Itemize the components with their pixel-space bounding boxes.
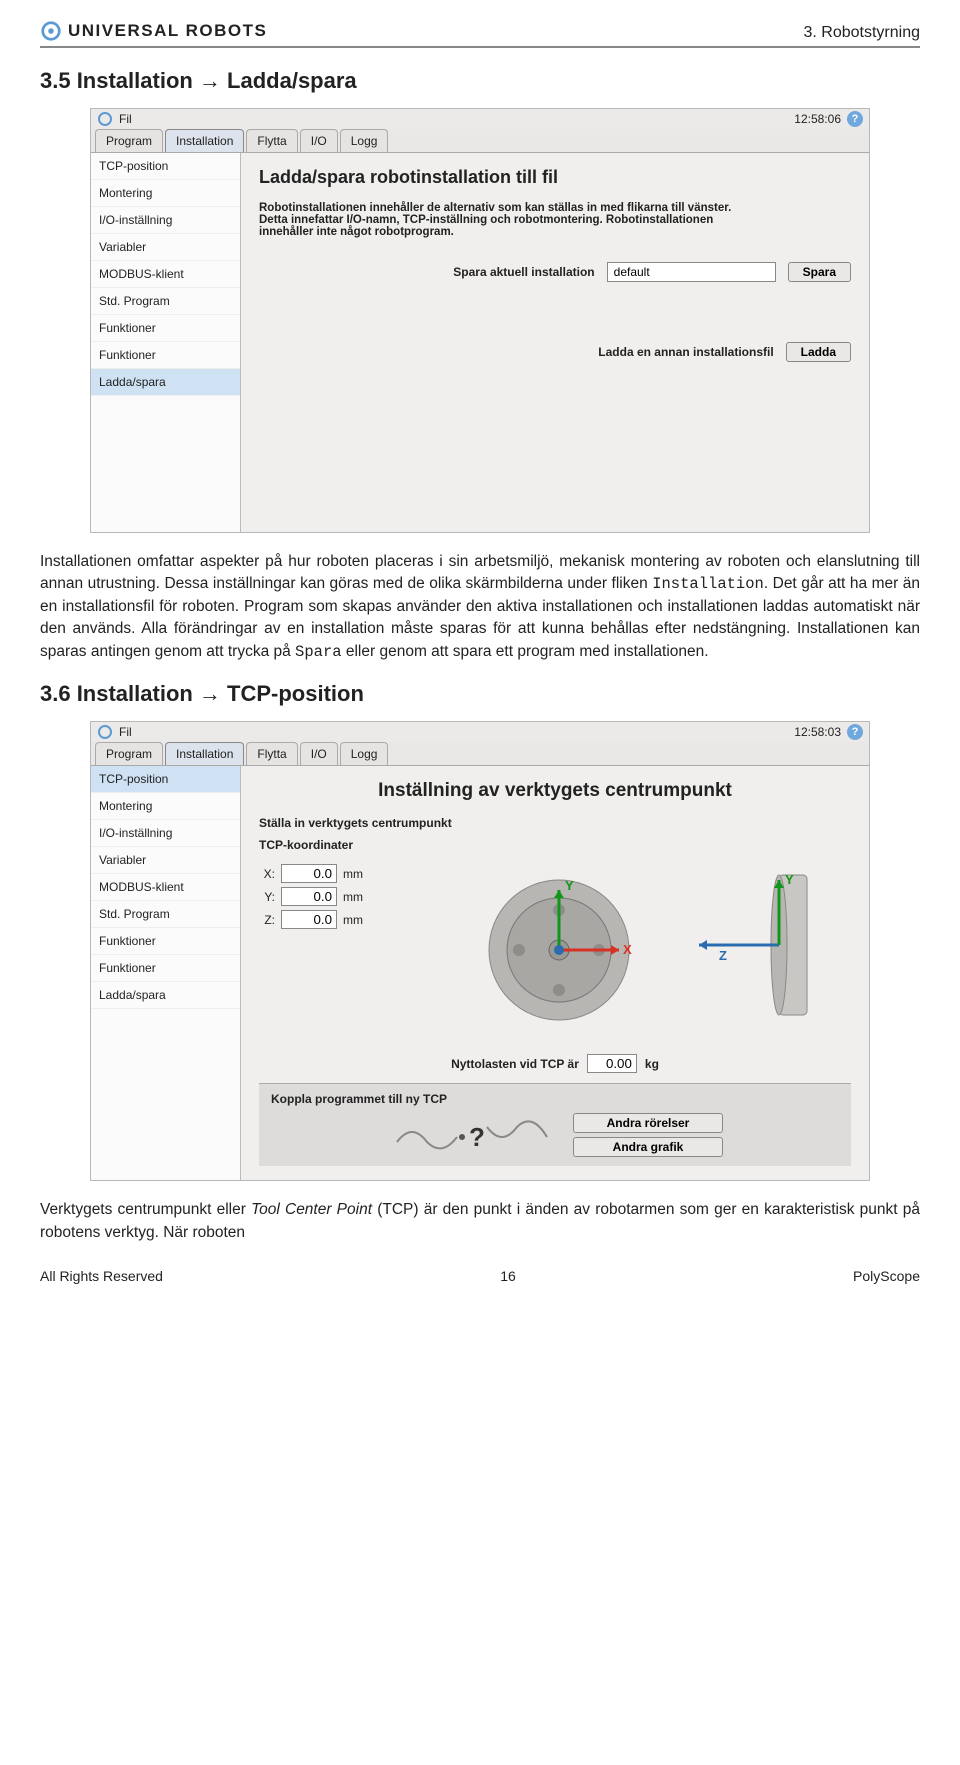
coord-z: Z:mm bbox=[259, 910, 419, 929]
tcp-diagram: X Y Z Y bbox=[437, 860, 851, 1030]
tab-logg[interactable]: Logg bbox=[340, 129, 389, 152]
menu-fil[interactable]: Fil bbox=[119, 725, 132, 739]
couple-title: Koppla programmet till ny TCP bbox=[271, 1092, 839, 1106]
svg-text:Z: Z bbox=[719, 948, 727, 963]
tab-i/o[interactable]: I/O bbox=[300, 129, 338, 152]
tab-flytta[interactable]: Flytta bbox=[246, 742, 297, 765]
svg-text:?: ? bbox=[469, 1122, 485, 1152]
payload-input[interactable] bbox=[587, 1054, 637, 1073]
load-button[interactable]: Ladda bbox=[786, 342, 851, 362]
ur-small-icon bbox=[97, 724, 113, 740]
flange-side-icon: Z Y bbox=[679, 860, 819, 1030]
logo-text: UNIVERSAL ROBOTS bbox=[68, 21, 267, 41]
sidebar-item[interactable]: Funktioner bbox=[91, 342, 240, 369]
payload-unit: kg bbox=[645, 1057, 659, 1071]
other-graphics-button[interactable]: Andra grafik bbox=[573, 1137, 723, 1157]
payload-label: Nyttolasten vid TCP är bbox=[451, 1057, 579, 1071]
sidebar-item[interactable]: I/O-inställning bbox=[91, 207, 240, 234]
help-icon[interactable]: ? bbox=[847, 111, 863, 127]
logo: UNIVERSAL ROBOTS bbox=[40, 20, 267, 42]
screenshot-tcp: Fil 12:58:03 ? ProgramInstallationFlytta… bbox=[90, 721, 870, 1181]
sidebar-item[interactable]: I/O-inställning bbox=[91, 820, 240, 847]
flange-front-icon: X Y bbox=[469, 860, 649, 1030]
sidebar-item[interactable]: Ladda/spara bbox=[91, 369, 240, 396]
shot-menu-bar: Fil 12:58:06 ? bbox=[91, 109, 869, 129]
sidebar-item[interactable]: TCP-position bbox=[91, 153, 240, 180]
save-button[interactable]: Spara bbox=[788, 262, 851, 282]
svg-text:X: X bbox=[623, 942, 632, 957]
body-para-1: Installationen omfattar aspekter på hur … bbox=[40, 551, 920, 663]
tcp-remap-icon: ? bbox=[387, 1112, 557, 1158]
tab-installation[interactable]: Installation bbox=[165, 129, 244, 152]
z-input[interactable] bbox=[281, 910, 337, 929]
chapter-title: 3. Robotstyrning bbox=[803, 24, 920, 42]
panel-title: Ladda/spara robotinstallation till fil bbox=[259, 167, 851, 188]
panel-desc: Robotinstallationen innehåller de altern… bbox=[259, 202, 759, 238]
screenshot-ladda-spara: Fil 12:58:06 ? ProgramInstallationFlytta… bbox=[90, 108, 870, 533]
sidebar-item[interactable]: Funktioner bbox=[91, 315, 240, 342]
sidebar-item[interactable]: Funktioner bbox=[91, 928, 240, 955]
svg-text:Y: Y bbox=[565, 878, 574, 893]
page-header: UNIVERSAL ROBOTS 3. Robotstyrning bbox=[40, 20, 920, 48]
shot-menu-bar: Fil 12:58:03 ? bbox=[91, 722, 869, 742]
sidebar-item[interactable]: Funktioner bbox=[91, 955, 240, 982]
tab-bar: ProgramInstallationFlyttaI/OLogg bbox=[91, 129, 869, 152]
sidebar-item[interactable]: Montering bbox=[91, 793, 240, 820]
page-footer: All Rights Reserved 16 PolyScope bbox=[40, 1268, 920, 1284]
svg-text:Y: Y bbox=[785, 872, 794, 887]
sidebar-item[interactable]: Ladda/spara bbox=[91, 982, 240, 1009]
save-name-input[interactable] bbox=[607, 262, 776, 282]
tab-program[interactable]: Program bbox=[95, 129, 163, 152]
sub1: Ställa in verktygets centrumpunkt bbox=[259, 816, 851, 830]
panel-title: Inställning av verktygets centrumpunkt bbox=[259, 780, 851, 802]
menu-fil[interactable]: Fil bbox=[119, 112, 132, 126]
sidebar: TCP-positionMonteringI/O-inställningVari… bbox=[91, 153, 241, 532]
tab-i/o[interactable]: I/O bbox=[300, 742, 338, 765]
clock: 12:58:06 bbox=[794, 112, 841, 126]
clock: 12:58:03 bbox=[794, 725, 841, 739]
sidebar-item[interactable]: Std. Program bbox=[91, 901, 240, 928]
x-input[interactable] bbox=[281, 864, 337, 883]
other-moves-button[interactable]: Andra rörelser bbox=[573, 1113, 723, 1133]
section-35-heading: 3.5 Installation → Ladda/spara bbox=[40, 68, 920, 94]
save-label: Spara aktuell installation bbox=[259, 265, 595, 279]
sidebar: TCP-positionMonteringI/O-inställningVari… bbox=[91, 766, 241, 1180]
section-36-heading: 3.6 Installation → TCP-position bbox=[40, 681, 920, 707]
body-para-2: Verktygets centrumpunkt eller Tool Cente… bbox=[40, 1199, 920, 1244]
sidebar-item[interactable]: Montering bbox=[91, 180, 240, 207]
sidebar-item[interactable]: Std. Program bbox=[91, 288, 240, 315]
tcp-inputs: X:mm Y:mm Z:mm bbox=[259, 860, 419, 1030]
main-panel: Ladda/spara robotinstallation till fil R… bbox=[241, 153, 869, 532]
tab-flytta[interactable]: Flytta bbox=[246, 129, 297, 152]
footer-left: All Rights Reserved bbox=[40, 1268, 163, 1284]
sub2: TCP-koordinater bbox=[259, 838, 851, 852]
y-input[interactable] bbox=[281, 887, 337, 906]
sidebar-item[interactable]: MODBUS-klient bbox=[91, 261, 240, 288]
payload-row: Nyttolasten vid TCP är kg bbox=[259, 1054, 851, 1073]
tab-bar: ProgramInstallationFlyttaI/OLogg bbox=[91, 742, 869, 765]
coord-y: Y:mm bbox=[259, 887, 419, 906]
tab-logg[interactable]: Logg bbox=[340, 742, 389, 765]
main-panel: Inställning av verktygets centrumpunkt S… bbox=[241, 766, 869, 1180]
footer-right: PolyScope bbox=[853, 1268, 920, 1284]
sidebar-item[interactable]: MODBUS-klient bbox=[91, 874, 240, 901]
coord-x: X:mm bbox=[259, 864, 419, 883]
footer-page: 16 bbox=[500, 1268, 516, 1284]
tab-program[interactable]: Program bbox=[95, 742, 163, 765]
save-row: Spara aktuell installation Spara bbox=[259, 262, 851, 282]
ur-small-icon bbox=[97, 111, 113, 127]
ur-logo-icon bbox=[40, 20, 62, 42]
tab-installation[interactable]: Installation bbox=[165, 742, 244, 765]
help-icon[interactable]: ? bbox=[847, 724, 863, 740]
couple-section: Koppla programmet till ny TCP ? Andra rö… bbox=[259, 1083, 851, 1166]
sidebar-item[interactable]: TCP-position bbox=[91, 766, 240, 793]
sidebar-item[interactable]: Variabler bbox=[91, 847, 240, 874]
load-label: Ladda en annan installationsfil bbox=[259, 345, 774, 359]
sidebar-item[interactable]: Variabler bbox=[91, 234, 240, 261]
load-row: Ladda en annan installationsfil Ladda bbox=[259, 342, 851, 362]
